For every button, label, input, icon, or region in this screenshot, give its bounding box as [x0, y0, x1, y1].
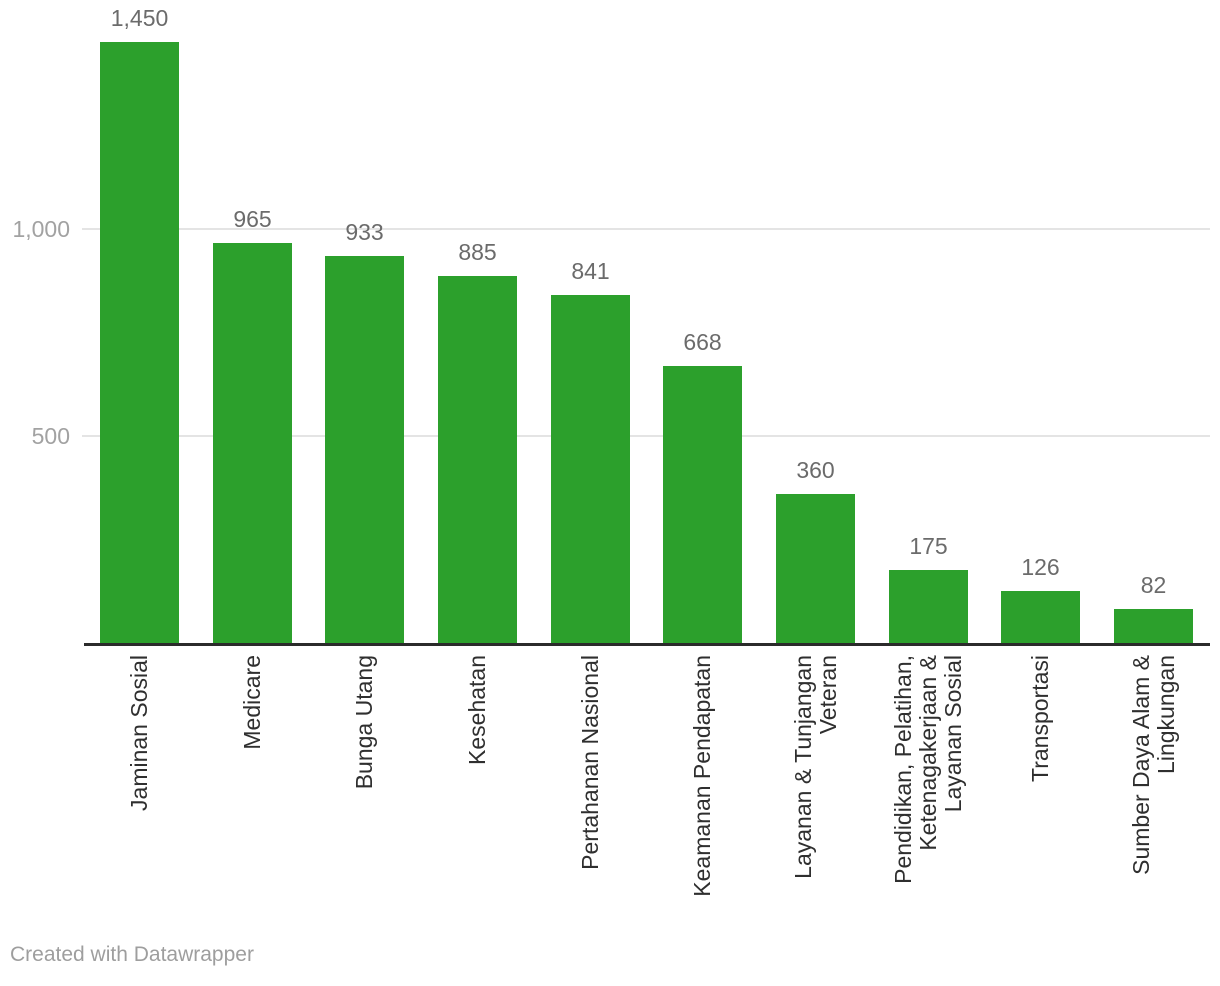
- category-label: Pertahanan Nasional: [577, 655, 603, 945]
- category-label-line: Transportasi: [1027, 655, 1053, 782]
- value-label: 175: [909, 533, 948, 559]
- bar[interactable]: [663, 366, 742, 643]
- datawrapper-credit: Created with Datawrapper: [10, 943, 254, 966]
- value-label: 126: [1021, 554, 1060, 580]
- bar[interactable]: [1001, 591, 1080, 643]
- category-label-line: Jaminan Sosial: [126, 655, 152, 811]
- category-label-line: Lingkungan: [1153, 655, 1179, 774]
- bar[interactable]: [438, 276, 517, 643]
- category-label-line: Pendidikan, Pelatihan,: [890, 655, 916, 884]
- category-label: Jaminan Sosial: [126, 655, 152, 945]
- value-label: 885: [458, 239, 497, 265]
- category-label: Sumber Daya Alam & Lingkungan: [1128, 655, 1179, 945]
- category-label-line: Kesehatan: [464, 655, 490, 765]
- gridline-500: [82, 435, 1210, 437]
- category-label: Pendidikan, Pelatihan, Ketenagakerjaan & L…: [890, 655, 966, 945]
- value-label: 1,450: [110, 5, 169, 31]
- category-label-line: Medicare: [239, 655, 265, 750]
- category-label-line: Ketenagakerjaan &: [915, 655, 941, 851]
- bar[interactable]: [889, 570, 968, 643]
- bar[interactable]: [213, 243, 292, 643]
- category-label: Transportasi: [1027, 655, 1053, 945]
- x-axis-line: [84, 643, 1210, 646]
- bar[interactable]: [776, 494, 855, 643]
- y-tick-label: 1,000: [12, 216, 70, 242]
- category-label-line: Bunga Utang: [351, 655, 377, 790]
- bar[interactable]: [551, 295, 630, 643]
- y-tick-label: 500: [31, 423, 70, 449]
- value-label: 360: [796, 457, 835, 483]
- category-label-line: Layanan & Tunjangan: [790, 655, 816, 879]
- bar[interactable]: [325, 256, 404, 643]
- value-label: 668: [683, 329, 722, 355]
- value-label: 82: [1140, 572, 1167, 598]
- bar[interactable]: [100, 42, 179, 643]
- category-label: Bunga Utang: [351, 655, 377, 945]
- category-label: Layanan & Tunjangan Veteran: [790, 655, 841, 945]
- category-label-line: Veteran: [815, 655, 841, 735]
- category-label: Keamanan Pendapatan: [689, 655, 715, 945]
- category-label: Kesehatan: [464, 655, 490, 945]
- gridline-1000: [82, 228, 1210, 230]
- category-label: Medicare: [239, 655, 265, 945]
- value-label: 933: [345, 219, 384, 245]
- bar[interactable]: [1114, 609, 1193, 643]
- value-label: 965: [233, 206, 272, 232]
- category-label-line: Layanan Sosial: [940, 655, 966, 813]
- category-label-line: Pertahanan Nasional: [577, 655, 603, 870]
- value-label: 841: [571, 258, 610, 284]
- category-label-line: Keamanan Pendapatan: [689, 655, 715, 897]
- category-label-line: Sumber Daya Alam &: [1128, 655, 1154, 875]
